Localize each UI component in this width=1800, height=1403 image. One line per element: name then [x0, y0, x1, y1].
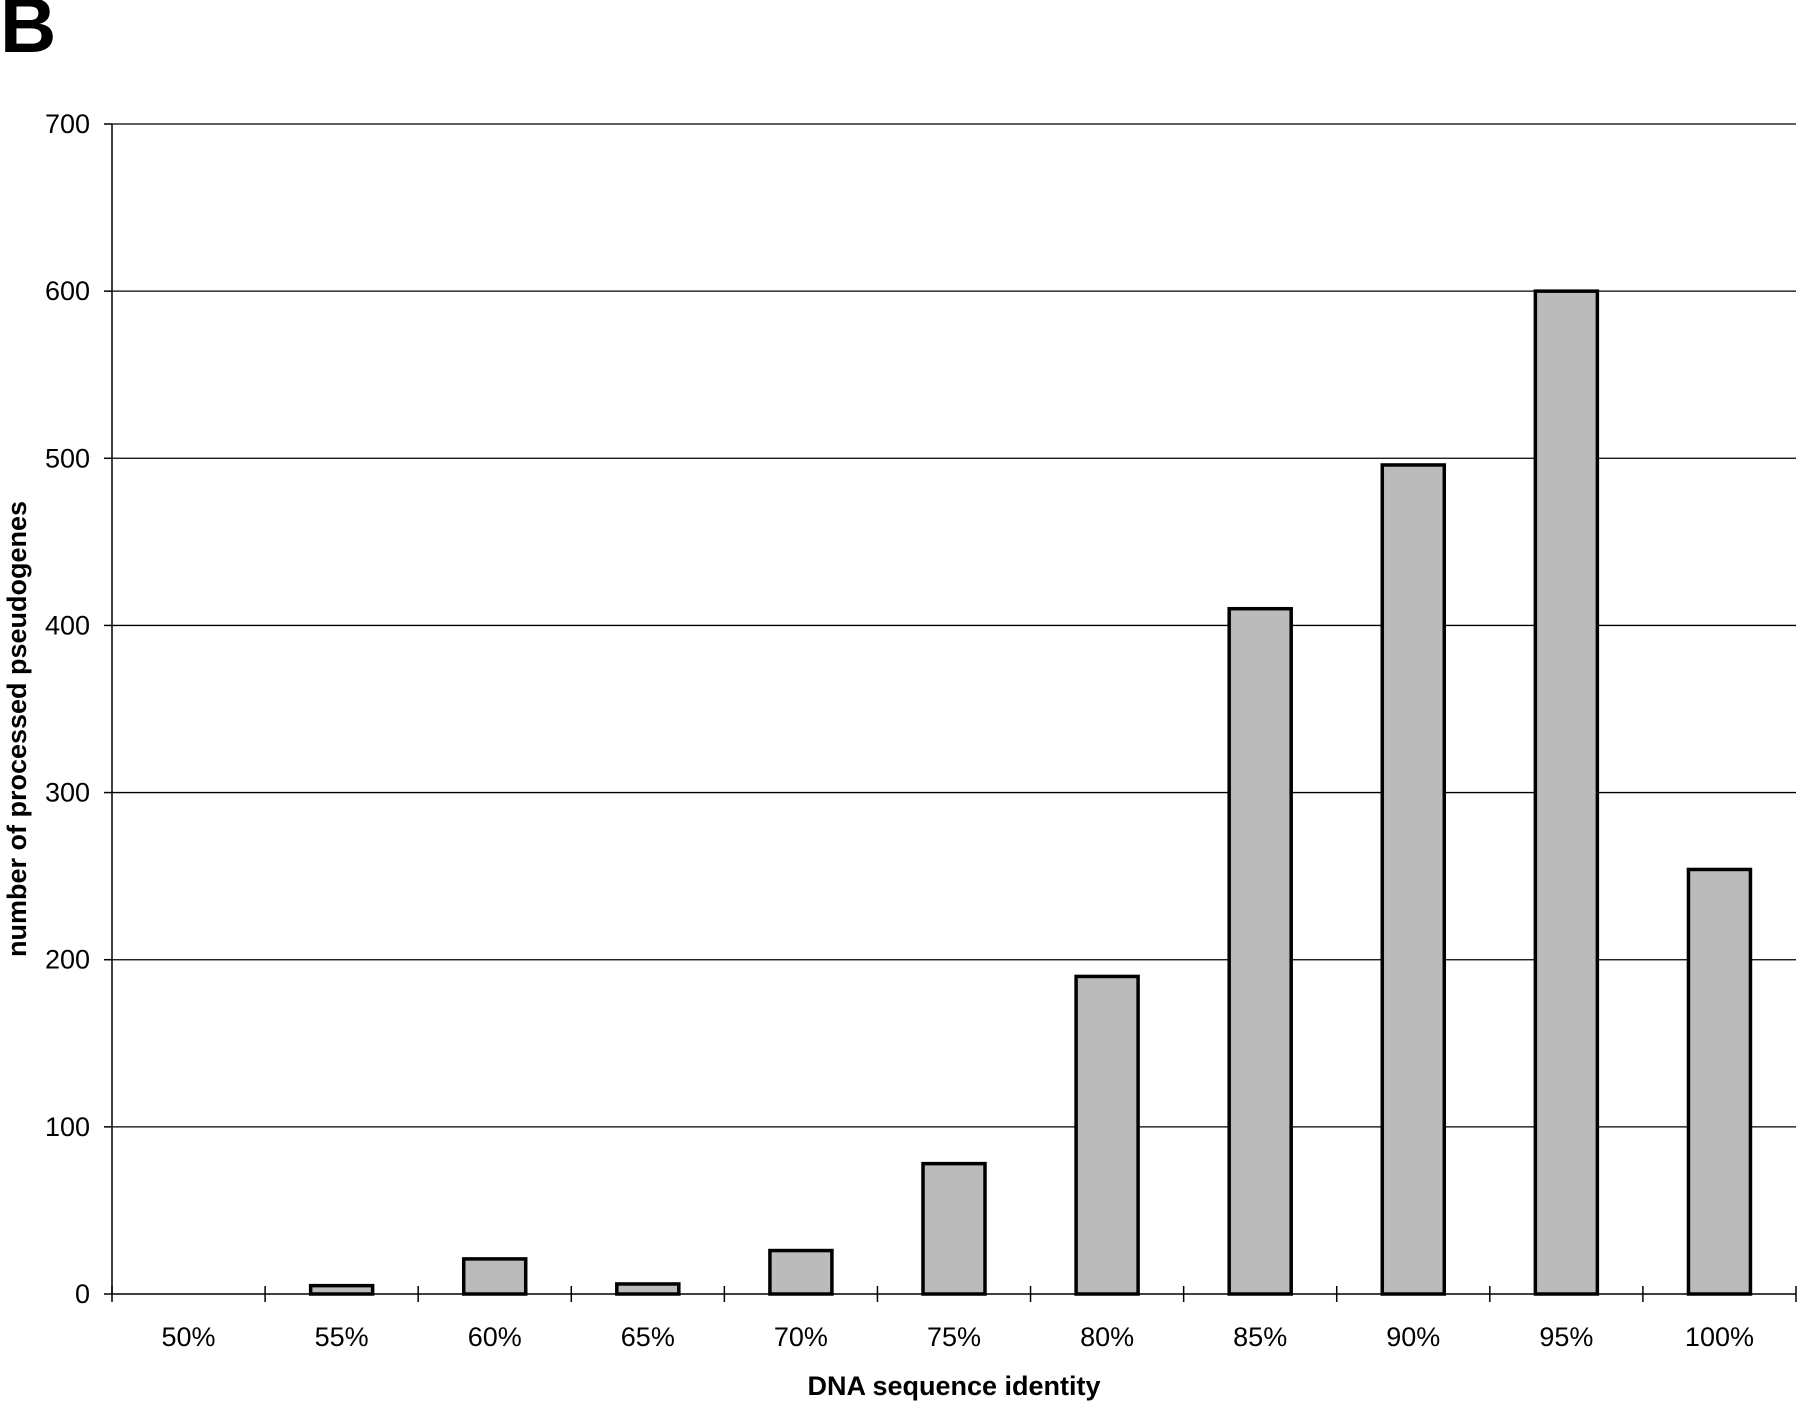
x-tick-label: 85%: [1233, 1322, 1287, 1352]
x-tick-label: 90%: [1386, 1322, 1440, 1352]
y-tick-label: 700: [45, 109, 90, 139]
gridlines: [112, 123, 1796, 1128]
x-tick-label: 100%: [1685, 1322, 1754, 1352]
y-tick-label: 0: [75, 1279, 90, 1309]
y-tick-label: 500: [45, 443, 90, 473]
bar-75pct: [921, 1161, 987, 1296]
x-tick-label: 60%: [468, 1322, 522, 1352]
y-tick-label: 400: [45, 610, 90, 640]
y-tick-label: 300: [45, 778, 90, 808]
bar-100pct: [1686, 867, 1753, 1296]
bar-65pct: [615, 1282, 681, 1296]
x-tick-label: 50%: [162, 1322, 216, 1352]
bar-90pct: [1380, 463, 1447, 1296]
x-tick-label: 75%: [927, 1322, 981, 1352]
y-axis-title: number of processed pseudogenes: [2, 501, 32, 957]
bar-60pct: [461, 1257, 528, 1296]
y-tick-label: 600: [45, 276, 90, 306]
panel-label: B: [0, 0, 57, 69]
x-tick-label: 80%: [1080, 1322, 1134, 1352]
axes: [104, 123, 1797, 1302]
x-tick-label: 55%: [315, 1322, 369, 1352]
bar-95pct: [1533, 289, 1600, 1296]
bar-55pct: [308, 1283, 375, 1296]
x-tick-label: 95%: [1539, 1322, 1593, 1352]
x-axis-title: DNA sequence identity: [807, 1371, 1100, 1401]
bar-70pct: [768, 1248, 834, 1296]
bars: [308, 289, 1753, 1296]
bar-85pct: [1227, 606, 1293, 1296]
y-tick-label: 200: [45, 945, 90, 975]
x-tick-label: 65%: [621, 1322, 675, 1352]
x-tick-label: 70%: [774, 1322, 828, 1352]
bar-80pct: [1074, 974, 1140, 1296]
tick-labels: 0 100 200 300 400 500 600 700 50% 55% 60% 65% 70% 75%…: [45, 109, 1754, 1352]
y-tick-label: 100: [45, 1112, 90, 1142]
